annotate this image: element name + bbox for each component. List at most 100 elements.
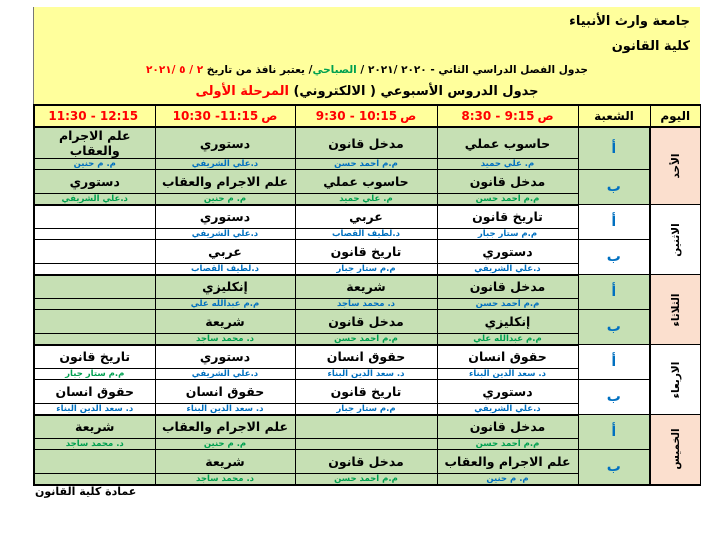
subject-cell: شريعة — [154, 309, 296, 334]
subject-cell: تاريخ قانون — [294, 239, 438, 264]
time-slot-header-4: 11:30 - 12:15 — [33, 104, 156, 128]
teacher-cell: م.م احمد حسن — [294, 473, 438, 486]
teacher-row: م.م احمد حسن م. م حنين د. محمد ساجد — [33, 438, 701, 450]
time-range: 11:30 - 12:15 — [48, 109, 139, 123]
teacher-cell: د. محمد ساجد — [33, 438, 156, 450]
teacher-cell: د.علي الشريفي — [33, 193, 156, 206]
teacher-cell: د.لطيف القصاب — [154, 263, 296, 276]
subject-cell: مدخل قانون — [294, 309, 438, 334]
teacher-cell: م.م احمد حسن — [436, 298, 579, 310]
subject-cell — [294, 414, 438, 439]
section-label-cell: أ — [577, 204, 651, 240]
subject-cell: حاسوب عملي — [294, 169, 438, 194]
time-slot-header-1: ص8:30 - 9:15 — [436, 104, 579, 128]
section-label-cell: ب — [577, 169, 651, 205]
teacher-cell: م. م حنين — [436, 473, 579, 486]
teacher-cell: م.م ستار جبار — [436, 228, 579, 240]
time-range: 8:30 - 9:15 — [461, 109, 535, 123]
semester-prefix: جدول الفصل الدراسي الثاني - ٢٠٢٠ /٢٠٢١ / — [356, 64, 588, 76]
subject-cell: إنكليزي — [436, 309, 579, 334]
stage-label: المرحلة الأولى — [195, 83, 289, 99]
teacher-cell: م. م حنين — [154, 193, 296, 206]
subject-cell — [33, 239, 156, 264]
subject-row: ب مدخل قانون حاسوب عملي علم الاجرام والعقاب… — [33, 169, 701, 205]
day-cell: الأحد — [649, 126, 701, 205]
subject-cell: علم الاجرام والعقاب — [154, 414, 296, 439]
subject-cell: حقوق انسان — [33, 379, 156, 404]
header-block: جامعة وارث الأنبياء كلية القانون جدول ال… — [33, 7, 700, 104]
teacher-cell — [33, 333, 156, 346]
header-row: اليوم الشعبة ص8:30 - 9:15 ص9:30 - 10:15 … — [33, 104, 701, 128]
subject-cell: إنكليزي — [154, 274, 296, 299]
teacher-cell — [294, 438, 438, 450]
effective-date: ٢ / ٥ /٢٠٢١ — [146, 64, 204, 76]
subject-row: ب دستوري تاريخ قانون عربي — [33, 239, 701, 275]
teacher-cell: د.علي الشريفي — [436, 263, 579, 276]
teacher-cell: م.م احمد حسن — [294, 333, 438, 346]
subject-cell: مدخل قانون — [294, 449, 438, 474]
teacher-row: م.م عبدالله علي م.م احمد حسن د. محمد ساجد — [33, 333, 701, 346]
subject-cell: حقوق انسان — [154, 379, 296, 404]
subject-row: ب إنكليزي مدخل قانون شريعة — [33, 309, 701, 345]
teacher-cell: د.علي الشريفي — [154, 228, 296, 240]
teacher-cell — [33, 473, 156, 486]
subject-cell: مدخل قانون — [436, 169, 579, 194]
am-marker: ص — [261, 109, 278, 123]
subject-row: الاربعاء أ حقوق انسان حقوق انسان دستوري تاريخ… — [33, 344, 701, 415]
day-name-label: الثلاثاء — [669, 292, 682, 327]
subject-cell: حقوق انسان — [436, 344, 579, 369]
subject-cell: شريعة — [33, 414, 156, 439]
day-cell: الاثنين — [649, 204, 701, 275]
teacher-cell: د. محمد ساجد — [154, 333, 296, 346]
shift-label: الصباحي — [312, 64, 357, 76]
time-slot-header-2: ص9:30 - 10:15 — [294, 104, 438, 128]
section-label-cell: ب — [577, 449, 651, 485]
teacher-cell: م.م ستار جبار — [294, 403, 438, 416]
teacher-cell: م.م عبدالله علي — [436, 333, 579, 346]
time-range: 9:30 - 10:15 — [315, 109, 398, 123]
college-name: كلية القانون — [611, 39, 690, 54]
teacher-cell: د. سعد الدين البناء — [294, 368, 438, 380]
teacher-cell: د. سعد الدين البناء — [33, 403, 156, 416]
teacher-cell: د. محمد ساجد — [294, 298, 438, 310]
am-marker: ص — [537, 109, 554, 123]
day-cell: الخميس — [649, 414, 701, 485]
teacher-row: د.علي الشريفي م.م ستار جبار د.لطيف القصاب — [33, 263, 701, 276]
day-cell: الثلاثاء — [649, 274, 701, 345]
teacher-cell: م. علي حميد — [294, 193, 438, 206]
time-slot-header-3: ص10:30 -11:15 — [154, 104, 296, 128]
section-label-cell: أ — [577, 344, 651, 380]
day-name-label: الاثنين — [669, 222, 682, 257]
subject-cell — [33, 204, 156, 229]
schedule-title-text: جدول الدروس الأسبوعي ( الالكتروني) — [288, 83, 539, 99]
subject-row: ب دستوري تاريخ قانون حقوق انسان حقوق انسان — [33, 379, 701, 415]
subject-cell: مدخل قانون — [436, 274, 579, 299]
teacher-cell: د.علي الشريفي — [154, 368, 296, 380]
subject-cell: دستوري — [33, 169, 156, 194]
subject-cell: تاريخ قانون — [294, 379, 438, 404]
teacher-cell: م.م احمد حسن — [294, 158, 438, 170]
weekly-schedule-table: اليوم الشعبة ص8:30 - 9:15 ص9:30 - 10:15 … — [33, 104, 701, 486]
day-name-label: الخميس — [669, 428, 682, 470]
subject-cell: علم الاجرام والعقاب — [33, 126, 156, 159]
subject-cell: مدخل قانون — [294, 126, 438, 159]
am-marker: ص — [400, 109, 417, 123]
subject-cell: عربي — [294, 204, 438, 229]
subject-cell: دستوري — [436, 379, 579, 404]
subject-cell: دستوري — [154, 126, 296, 159]
teacher-cell: م.م ستار جبار — [294, 263, 438, 276]
teacher-cell: م.م ستار جبار — [33, 368, 156, 380]
section-column-header: الشعبة — [577, 104, 651, 128]
schedule-title: جدول الدروس الأسبوعي ( الالكتروني) المرح… — [34, 76, 700, 98]
university-name: جامعة وارث الأنبياء — [569, 14, 690, 29]
subject-row: الاثنين أ تاريخ قانون عربي دستوري — [33, 204, 701, 275]
subject-cell: علم الاجرام والعقاب — [436, 449, 579, 474]
teacher-cell: د.علي الشريفي — [436, 403, 579, 416]
time-range: 10:30 -11:15 — [172, 109, 259, 123]
teacher-row: م.م احمد حسن م. علي حميد م. م حنين د.علي ال… — [33, 193, 701, 206]
subject-cell: دستوري — [436, 239, 579, 264]
subject-cell: حقوق انسان — [294, 344, 438, 369]
subject-row: الثلاثاء أ مدخل قانون شريعة إنكليزي — [33, 274, 701, 345]
teacher-cell: د.علي الشريفي — [154, 158, 296, 170]
